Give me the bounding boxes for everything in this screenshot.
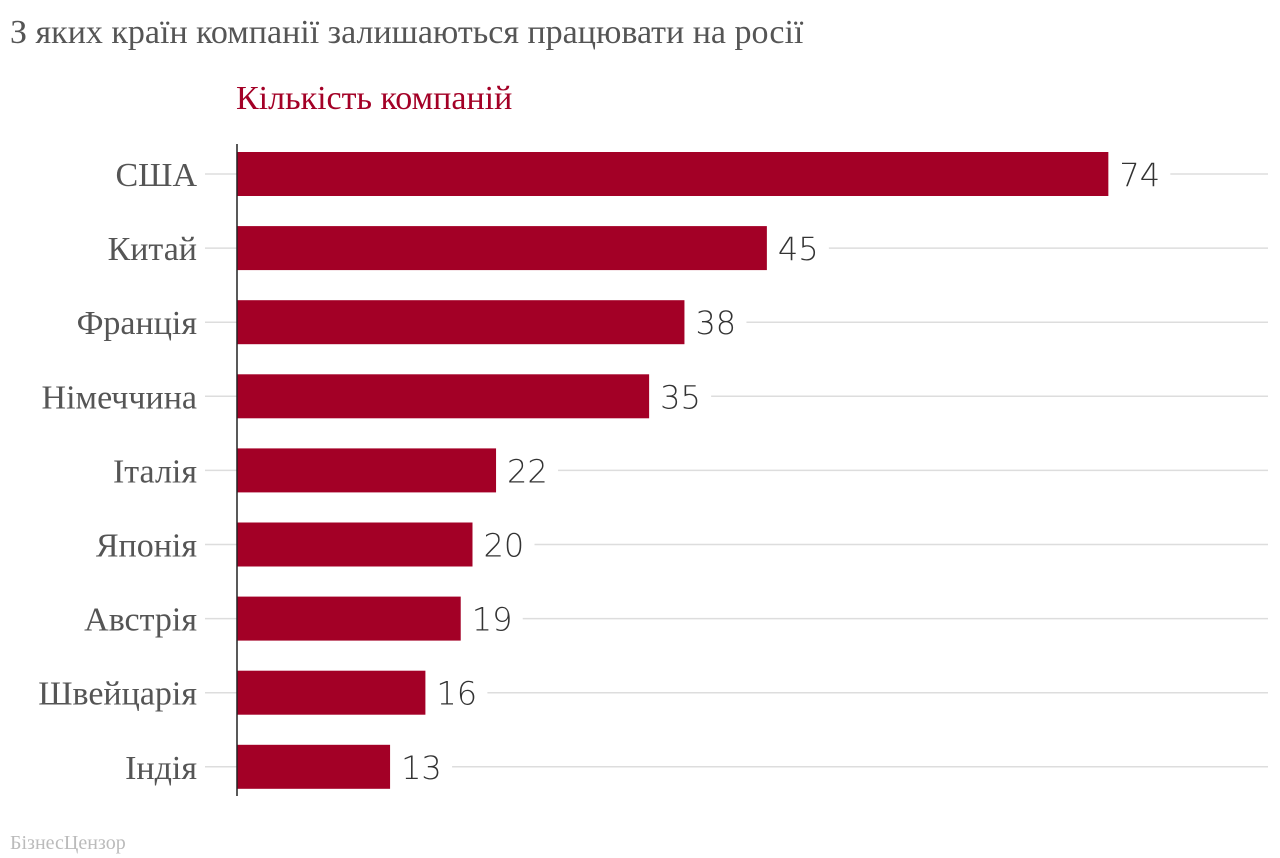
category-label: Італія	[113, 453, 197, 490]
bar	[237, 448, 497, 493]
data-label: 22	[507, 452, 548, 490]
bar	[237, 744, 391, 789]
data-label: 16	[436, 675, 477, 713]
bar	[237, 522, 473, 567]
data-label: 35	[660, 378, 701, 416]
chart-subtitle: Кількість компаній	[236, 80, 513, 117]
category-label: Швейцарія	[38, 676, 197, 713]
bar	[237, 374, 650, 419]
category-label: Японія	[96, 528, 198, 565]
data-label: 74	[1119, 156, 1160, 194]
category-label: Австрія	[84, 602, 197, 639]
bar	[237, 226, 767, 271]
data-label: 38	[695, 304, 736, 342]
category-label: Індія	[125, 750, 197, 787]
bar	[237, 300, 685, 345]
category-label: Китай	[108, 231, 197, 268]
category-label: Німеччина	[42, 379, 197, 416]
bar	[237, 670, 426, 715]
data-label: 20	[484, 527, 525, 565]
source-label: БізнесЦензор	[10, 832, 126, 854]
data-label: 19	[472, 601, 513, 639]
bar	[237, 596, 461, 641]
data-label: 45	[778, 230, 819, 268]
data-label: 13	[401, 749, 442, 787]
bar	[237, 152, 1109, 196]
category-label: Франція	[77, 305, 198, 342]
category-label: США	[115, 157, 197, 194]
chart-title: З яких країн компанії залишаються працюв…	[10, 14, 804, 51]
